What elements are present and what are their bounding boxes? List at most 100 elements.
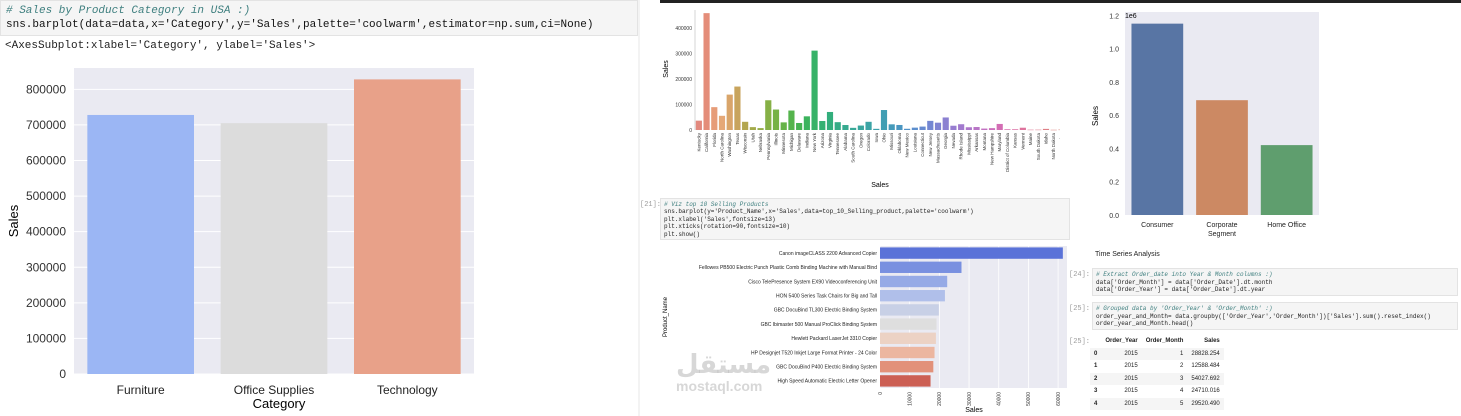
x-tick-label: South Dakota bbox=[1036, 133, 1041, 161]
x-tick-label: Mississippi bbox=[966, 133, 971, 155]
bar bbox=[354, 79, 461, 374]
bar bbox=[873, 128, 880, 130]
x-tick-label: Montana bbox=[982, 133, 987, 151]
x-tick-label: North Dakota bbox=[1051, 133, 1056, 160]
table-cell: 54027.692 bbox=[1187, 372, 1224, 385]
code-line: order_year_and_Month.head() bbox=[1096, 320, 1194, 327]
code-comment: # Extract Order_date into Year & Month c… bbox=[1096, 271, 1273, 278]
code-cell-25[interactable]: # Grouped data by 'Order_Year' & 'Order_… bbox=[1092, 302, 1458, 330]
bar bbox=[958, 124, 965, 130]
x-tick-label: Alabama bbox=[843, 133, 848, 151]
x-tick-label: Utah bbox=[750, 133, 755, 143]
x-tick-label: Office Supplies bbox=[234, 383, 315, 397]
x-tick-label: Maryland bbox=[997, 133, 1002, 152]
x-tick-label: Nebraska bbox=[758, 133, 763, 153]
x-tick-label: Oregon bbox=[858, 133, 863, 149]
row-index: 3 bbox=[1094, 388, 1098, 395]
category-sales-chart: 0 100000 200000 300000 400000 500000 600000 700… bbox=[6, 68, 474, 411]
bar bbox=[834, 122, 841, 130]
y-tick-label: 0.4 bbox=[1109, 146, 1119, 153]
x-tick-label: Virginia bbox=[828, 133, 833, 148]
bar bbox=[749, 127, 756, 130]
table-cell: 4 bbox=[1180, 388, 1184, 395]
y-tick-label: 0.6 bbox=[1109, 113, 1119, 120]
x-tick-label: Home Office bbox=[1267, 222, 1306, 229]
x-tick-label: Maine bbox=[1028, 133, 1033, 146]
state-sales-chart: 0 100000 200000 300000 400000 Kentucky Califo… bbox=[663, 10, 1060, 189]
x-tick-label: California bbox=[704, 133, 709, 153]
bar bbox=[1042, 128, 1050, 130]
bar bbox=[927, 120, 934, 130]
bar bbox=[1050, 129, 1057, 131]
bar bbox=[865, 121, 872, 130]
table-cell: 2015 bbox=[1124, 363, 1138, 370]
bar bbox=[880, 318, 937, 330]
x-tick-label: South Carolina bbox=[851, 133, 856, 163]
column-header: Order_Month bbox=[1145, 338, 1184, 345]
watermark-arabic: مستقل bbox=[676, 350, 772, 380]
x-tick-label: Vermont bbox=[1020, 132, 1025, 150]
x-tick-label: 60000 bbox=[1056, 392, 1062, 406]
code-cell-top10[interactable]: # Viz top 10 Selling Products sns.barplo… bbox=[660, 198, 1070, 240]
x-tick-label: Consumer bbox=[1141, 222, 1174, 229]
x-tick-label: Rhode Island bbox=[959, 133, 964, 160]
cell-prompt: [24]: bbox=[1069, 271, 1091, 279]
bar bbox=[988, 128, 996, 130]
bar bbox=[1035, 129, 1042, 131]
row-index: 4 bbox=[1090, 397, 1102, 410]
x-tick-label: Ohio bbox=[882, 133, 887, 143]
y-tick-label: GBC DocuBind TL300 Electric Binding Syst… bbox=[774, 308, 877, 314]
bar bbox=[826, 111, 834, 130]
y-tick-label: HON 5400 Series Task Chairs for Big and … bbox=[776, 294, 877, 300]
bar bbox=[711, 107, 718, 130]
bar bbox=[772, 109, 780, 130]
bar bbox=[1012, 129, 1019, 130]
y-tick-label: 100000 bbox=[675, 102, 692, 108]
top10-products-chart: Canon imageCLASS 2200 Advanced Copier Fel… bbox=[663, 246, 1067, 414]
bar bbox=[819, 120, 826, 130]
y-tick-label: 200000 bbox=[675, 77, 692, 83]
bar bbox=[1196, 100, 1248, 215]
bar bbox=[765, 100, 772, 130]
y-tick-label: Cisco TelePresence System EX90 Videoconf… bbox=[748, 279, 877, 285]
cell-prompt: [25]: bbox=[1069, 305, 1091, 313]
bar bbox=[695, 120, 702, 130]
bar bbox=[1004, 129, 1011, 130]
x-tick-label: 0 bbox=[878, 392, 884, 395]
y-tick-label: 700000 bbox=[26, 118, 66, 132]
y-tick-label: Canon imageCLASS 2200 Advanced Copier bbox=[779, 251, 877, 257]
bar bbox=[742, 121, 749, 130]
x-tick-label: Colorado bbox=[866, 133, 871, 152]
x-tick-label: New Jersey bbox=[928, 132, 933, 156]
y-tick-label: 600000 bbox=[26, 154, 66, 168]
x-tick-label: Idaho bbox=[1044, 133, 1049, 145]
code-cell-category[interactable]: # Sales by Product Category in USA :) sn… bbox=[0, 0, 638, 36]
y-tick-label: High Speed Automatic Electric Letter Ope… bbox=[778, 379, 878, 385]
bar bbox=[1058, 129, 1060, 131]
dataframe-table: Order_Year Order_Month Sales 0 2015 1 28… bbox=[1090, 335, 1224, 410]
x-axis-label: Category bbox=[253, 396, 306, 411]
y-tick-label: GBC Ibimaster 500 Manual ProClick Bindin… bbox=[761, 322, 877, 328]
code-cell-24[interactable]: # Extract Order_date into Year & Month c… bbox=[1092, 268, 1458, 296]
x-tick-label: Florida bbox=[712, 133, 717, 147]
watermark-latin: mostaql.com bbox=[676, 378, 763, 394]
y-tick-label: 300000 bbox=[675, 51, 692, 57]
x-tick-label: North Carolina bbox=[720, 133, 725, 163]
y-tick-label: 800000 bbox=[26, 82, 66, 96]
x-tick-label: New York bbox=[812, 132, 817, 152]
x-tick-label: Delaware bbox=[797, 133, 802, 153]
bar bbox=[880, 290, 945, 302]
x-tick-label: Wisconsin bbox=[743, 133, 748, 154]
bar bbox=[880, 361, 934, 373]
column-header: Order_Year bbox=[1105, 338, 1138, 345]
y-tick-label: 1.0 bbox=[1109, 47, 1119, 54]
table-cell: 2 bbox=[1180, 363, 1184, 370]
table-cell: 5 bbox=[1141, 397, 1188, 410]
bar bbox=[703, 13, 710, 131]
y-tick-label: 0.0 bbox=[1109, 213, 1119, 220]
column-header: Sales bbox=[1204, 338, 1220, 345]
x-tick-label: New Mexico bbox=[905, 133, 910, 158]
bar bbox=[996, 123, 1003, 130]
x-tick-label: Michigan bbox=[789, 133, 794, 152]
x-axis-label: Sales bbox=[965, 407, 983, 414]
